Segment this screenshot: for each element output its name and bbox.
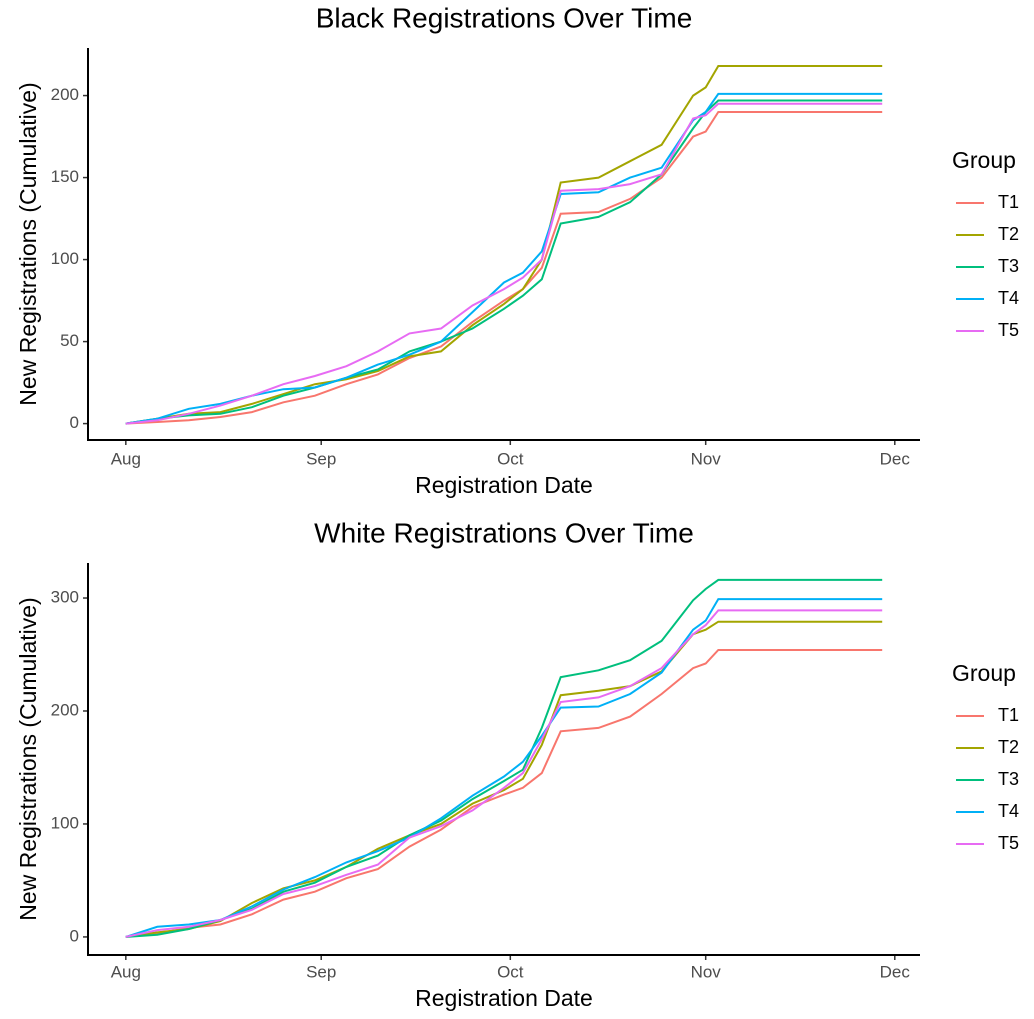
y-tick-label: 200 xyxy=(51,85,79,104)
chart-title: Black Registrations Over Time xyxy=(316,2,693,33)
legend-label: T1 xyxy=(998,192,1019,212)
legend-label: T2 xyxy=(998,224,1019,244)
x-tick-label: Nov xyxy=(691,962,722,981)
x-tick-label: Nov xyxy=(691,449,722,468)
x-axis-label: Registration Date xyxy=(415,985,593,1011)
y-tick-label: 100 xyxy=(51,813,79,832)
y-axis-label: New Registrations (Cumulative) xyxy=(15,597,41,920)
legend-label: T4 xyxy=(998,801,1019,821)
series-line xyxy=(125,649,883,938)
x-axis-label: Registration Date xyxy=(415,472,593,498)
x-tick-label: Oct xyxy=(497,449,524,468)
series-line xyxy=(125,111,883,425)
legend-label: T2 xyxy=(998,737,1019,757)
x-tick-label: Aug xyxy=(111,449,141,468)
legend-title: Group xyxy=(952,660,1016,686)
y-tick-label: 200 xyxy=(51,700,79,719)
y-tick-label: 150 xyxy=(51,167,79,186)
series-line xyxy=(125,99,883,425)
legend-label: T1 xyxy=(998,705,1019,725)
x-tick-label: Aug xyxy=(111,962,141,981)
y-axis-label: New Registrations (Cumulative) xyxy=(15,82,41,405)
series-line xyxy=(125,609,883,938)
legend-label: T3 xyxy=(998,256,1019,276)
chart-title: White Registrations Over Time xyxy=(314,517,694,548)
x-tick-label: Oct xyxy=(497,962,524,981)
series-line xyxy=(125,578,883,938)
series-line xyxy=(125,65,883,425)
legend-label: T3 xyxy=(998,769,1019,789)
y-tick-label: 100 xyxy=(51,249,79,268)
series-line xyxy=(125,92,883,425)
y-tick-label: 300 xyxy=(51,588,79,607)
x-tick-label: Sep xyxy=(306,449,336,468)
x-tick-label: Dec xyxy=(880,449,911,468)
legend-label: T5 xyxy=(998,833,1019,853)
y-tick-label: 50 xyxy=(60,331,79,350)
series-line xyxy=(125,620,883,938)
series-line xyxy=(125,102,883,425)
y-tick-label: 0 xyxy=(70,926,79,945)
x-tick-label: Sep xyxy=(306,962,336,981)
y-tick-label: 0 xyxy=(70,413,79,432)
legend-label: T5 xyxy=(998,320,1019,340)
legend-label: T4 xyxy=(998,288,1019,308)
legend-title: Group xyxy=(952,147,1016,173)
x-tick-label: Dec xyxy=(880,962,911,981)
series-line xyxy=(125,598,883,938)
